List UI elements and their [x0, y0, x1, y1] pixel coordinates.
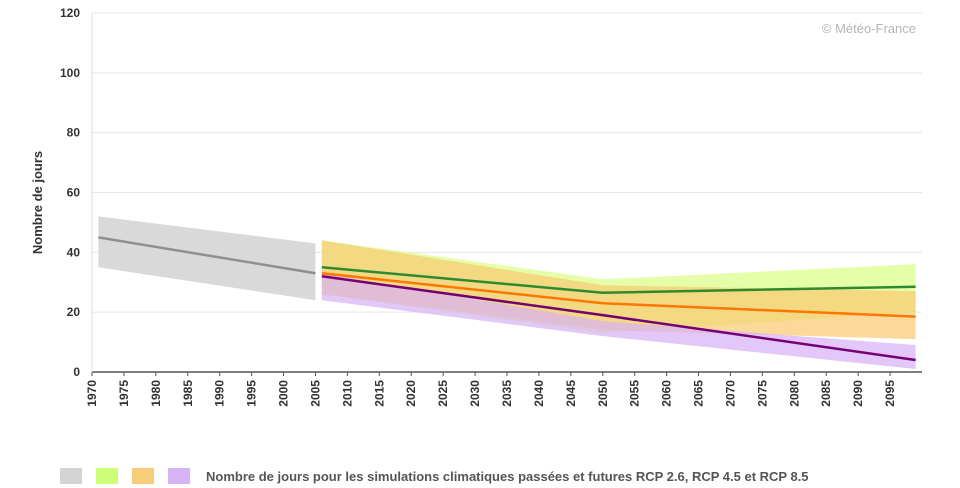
y-tick-label: 80	[67, 126, 81, 140]
x-tick-label: 2080	[787, 380, 801, 407]
y-tick-label: 20	[67, 305, 81, 319]
x-tick-label: 2075	[755, 380, 769, 407]
x-tick-label: 1975	[117, 380, 131, 407]
band-gray	[98, 216, 316, 301]
x-tick-label: 2010	[340, 380, 354, 407]
x-tick-label: 2060	[660, 380, 674, 407]
x-tick-label: 2085	[819, 380, 833, 407]
y-tick-label: 60	[67, 186, 81, 200]
x-tick-label: 1990	[213, 380, 227, 407]
legend: Nombre de jours pour les simulations cli…	[60, 466, 809, 486]
x-tick-label: 2095	[883, 380, 897, 407]
x-tick-label: 2040	[532, 380, 546, 407]
line-historical	[98, 236, 316, 275]
x-tick-label: 2065	[692, 380, 706, 407]
x-tick-label: 2070	[723, 380, 737, 407]
x-tick-label: 2090	[851, 380, 865, 407]
y-tick-label: 40	[67, 245, 81, 259]
x-tick-label: 1970	[85, 380, 99, 407]
x-tick-label: 2035	[500, 380, 514, 407]
band-orange	[321, 240, 916, 340]
x-tick-label: 1995	[245, 380, 259, 407]
x-tick-label: 2015	[372, 380, 386, 407]
x-tick-label: 2005	[308, 380, 322, 407]
y-tick-label: 120	[60, 6, 80, 20]
legend-swatch-purple	[168, 468, 190, 484]
x-tick-label: 2055	[628, 380, 642, 407]
y-tick-label: 100	[60, 66, 80, 80]
credit-text: © Météo-France	[822, 21, 916, 36]
x-tick-label: 2020	[404, 380, 418, 407]
x-tick-label: 1980	[149, 380, 163, 407]
legend-swatch-gray	[60, 468, 82, 484]
x-tick-label: 1985	[181, 380, 195, 407]
y-tick-label: 0	[73, 365, 80, 379]
legend-swatch-green	[96, 468, 118, 484]
line-rcp45	[321, 272, 916, 318]
y-axis-title: Nombre de jours	[30, 151, 45, 254]
legend-text: Nombre de jours pour les simulations cli…	[206, 468, 809, 484]
x-tick-label: 2045	[564, 380, 578, 407]
band-purple	[321, 273, 916, 370]
x-tick-label: 2000	[277, 380, 291, 407]
x-tick-label: 2030	[468, 380, 482, 407]
line-rcp85	[321, 275, 916, 362]
legend-swatch-orange	[132, 468, 154, 484]
x-tick-label: 2050	[596, 380, 610, 407]
x-tick-label: 2025	[436, 380, 450, 407]
line-rcp26	[321, 266, 916, 294]
